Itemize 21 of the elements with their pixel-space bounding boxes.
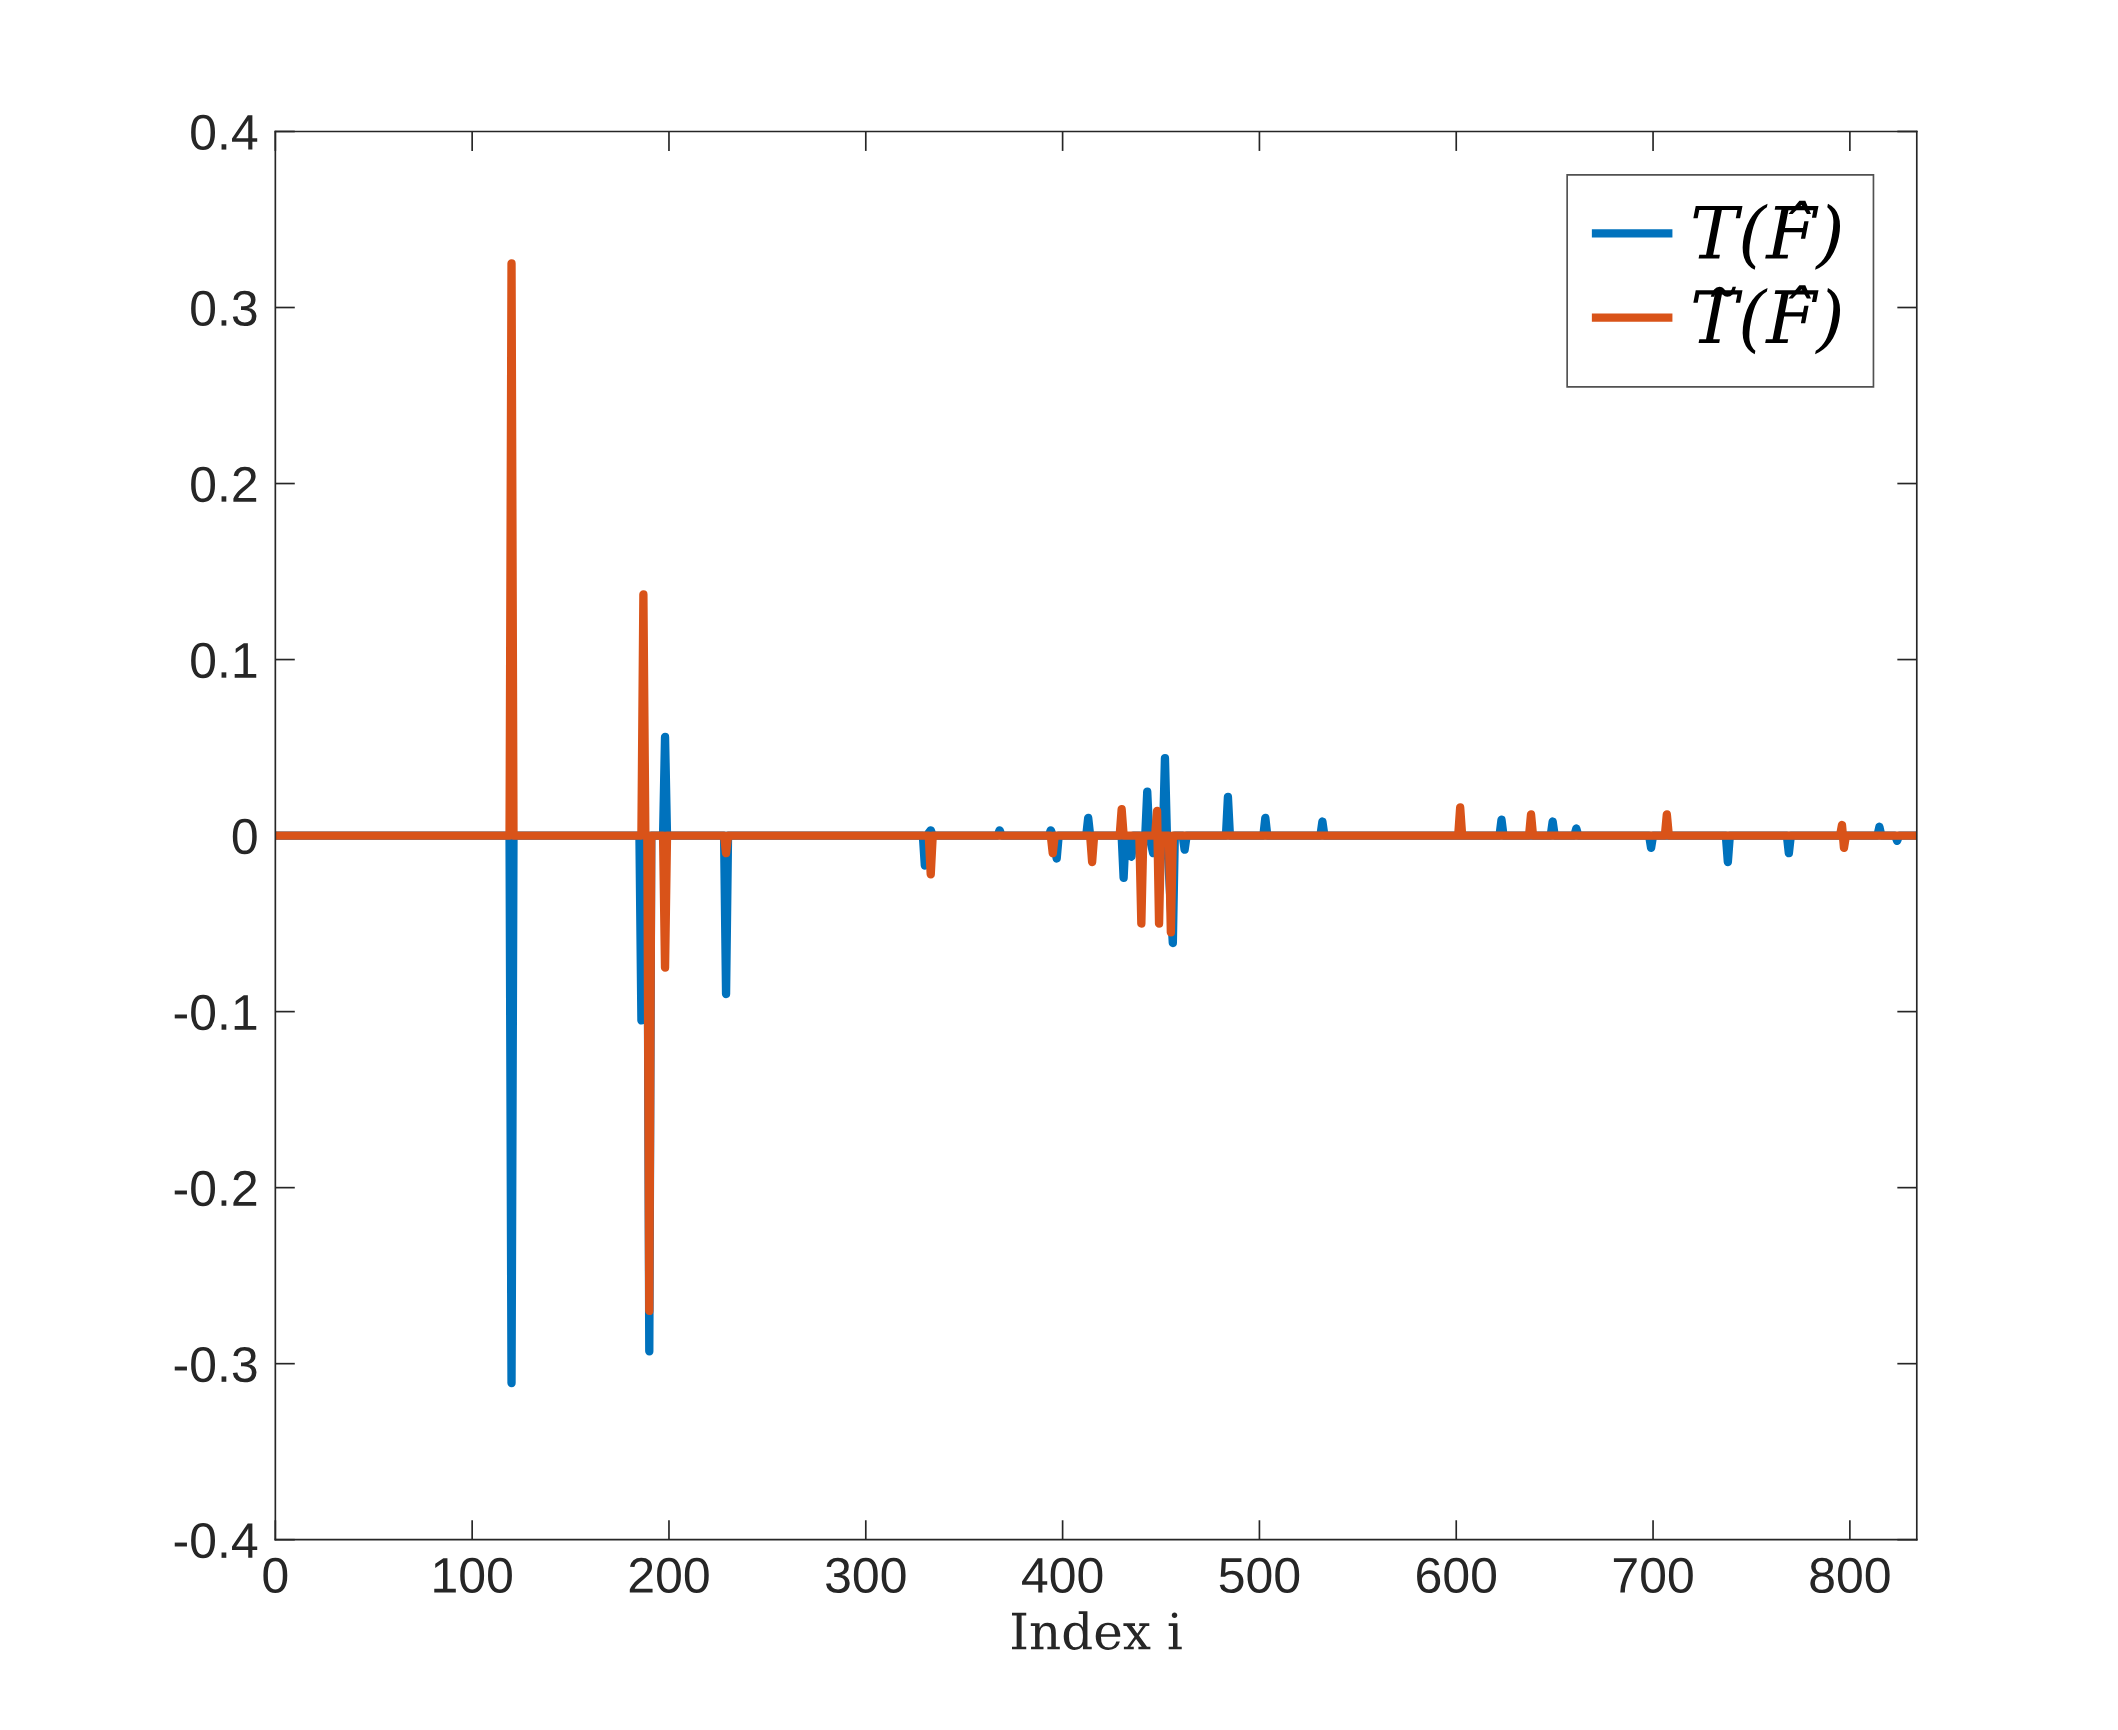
x-tick-label: 0: [263, 1557, 288, 1594]
y-tick-label: -0.2: [174, 1170, 257, 1207]
x-tick-label: 800: [1810, 1557, 1890, 1594]
x-tick-label: 100: [434, 1557, 512, 1594]
x-axis-title: Index i: [1012, 1611, 1182, 1651]
x-tick-label: 200: [629, 1557, 709, 1594]
x-tick-label: 300: [825, 1557, 906, 1594]
y-tick-label: 0.4: [191, 114, 258, 151]
y-tick-label: 0.3: [191, 290, 257, 327]
legend-label: T̃(F̂): [1693, 285, 1841, 355]
x-tick-label: 600: [1417, 1557, 1496, 1594]
y-tick-label: 0.2: [191, 466, 257, 503]
legend-label: T(F̂): [1693, 200, 1841, 270]
y-tick-label: 0: [232, 818, 257, 855]
x-tick-label: 500: [1219, 1557, 1300, 1594]
y-tick-label: -0.4: [174, 1522, 258, 1559]
y-tick-label: 0.1: [191, 642, 257, 679]
y-tick-label: -0.3: [174, 1346, 257, 1383]
x-tick-label: 400: [1022, 1557, 1103, 1594]
x-tick-label: 700: [1613, 1557, 1693, 1594]
y-tick-label: -0.1: [174, 994, 257, 1031]
